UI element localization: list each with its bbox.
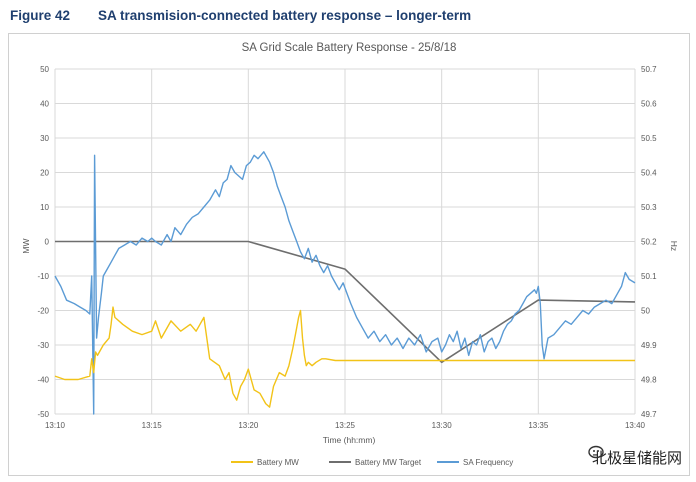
y2-tick-label: 50.5 [641, 134, 657, 143]
battery-mw-line [54, 306, 635, 408]
sa-frequency-line [54, 151, 636, 415]
y2-tick-label: 49.8 [641, 376, 657, 385]
y2-tick-label: 50.1 [641, 272, 657, 281]
y-tick-label: -40 [37, 376, 49, 385]
y-tick-label: 10 [40, 203, 49, 212]
legend-label: Battery MW [257, 458, 299, 467]
y-tick-label: -20 [37, 307, 49, 316]
y2-tick-label: 50.7 [641, 65, 657, 74]
y-tick-label: 50 [40, 65, 49, 74]
x-tick-label: 13:30 [432, 421, 453, 430]
y-tick-label: 30 [40, 134, 49, 143]
wechat-icon [588, 445, 604, 459]
y-axis-label: MW [21, 238, 31, 253]
battery-target-line [55, 240, 636, 364]
y2-axis-label: Hz [669, 241, 679, 251]
y2-tick-label: 50 [641, 307, 650, 316]
chart-title: SA Grid Scale Battery Response - 25/8/18 [242, 42, 457, 54]
y-tick-label: -10 [37, 272, 49, 281]
y2-tick-label: 49.7 [641, 410, 657, 419]
x-tick-label: 13:40 [625, 421, 646, 430]
chart-svg: SA Grid Scale Battery Response - 25/8/18… [21, 42, 679, 467]
target-layer [55, 240, 636, 364]
x-tick-label: 13:25 [335, 421, 356, 430]
chart-frame: SA Grid Scale Battery Response - 25/8/18… [8, 33, 690, 476]
frequency-layer [54, 151, 636, 415]
battery-layer [54, 306, 635, 408]
axis-layer: 50 40 30 20 10 0 -10 -20 -30 -40 -50 50.7 50.6 50.5 50… [37, 65, 657, 430]
x-tick-label: 13:35 [528, 421, 549, 430]
y-tick-label: 40 [40, 100, 49, 109]
y2-tick-label: 50.3 [641, 203, 657, 212]
figure-title: SA transmision-connected battery respons… [98, 8, 472, 23]
figure-number: Figure 42 [10, 8, 71, 23]
watermark-text: 北极星储能网 [591, 450, 682, 467]
legend: Battery MW Battery MW Target SA Frequency [231, 458, 513, 467]
legend-label: SA Frequency [463, 458, 513, 467]
x-tick-label: 13:10 [45, 421, 66, 430]
y-tick-label: 0 [45, 238, 50, 247]
x-tick-label: 13:15 [142, 421, 163, 430]
x-axis-label: Time (hh:mm) [323, 435, 376, 445]
watermark: 北极星储能网 [587, 445, 686, 470]
legend-label: Battery MW Target [355, 458, 422, 467]
y2-tick-label: 49.9 [641, 341, 657, 350]
y-tick-label: -50 [37, 410, 49, 419]
y2-tick-label: 50.6 [641, 100, 657, 109]
y2-tick-label: 50.2 [641, 238, 657, 247]
y-tick-label: -30 [37, 341, 49, 350]
grid-layer [54, 68, 636, 415]
y-tick-label: 20 [40, 169, 49, 178]
y2-tick-label: 50.4 [641, 169, 657, 178]
x-tick-label: 13:20 [238, 421, 259, 430]
